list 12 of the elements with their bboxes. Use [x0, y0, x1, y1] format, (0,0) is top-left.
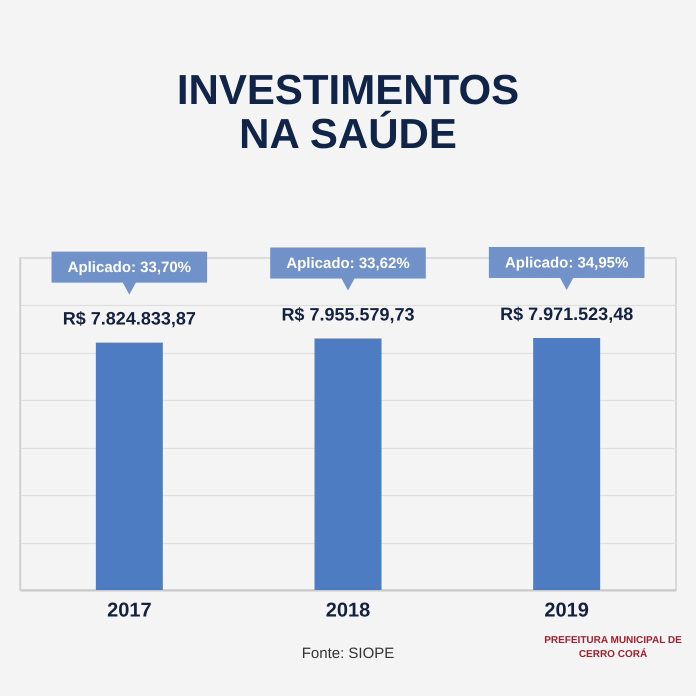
data-label: R$ 7.955.579,73: [281, 304, 415, 324]
data-label: R$ 7.824.833,87: [62, 308, 196, 329]
x-tick-label: 2019: [544, 600, 589, 622]
annotation: Aplicado: 33,70%: [68, 259, 192, 276]
annotation: Aplicado: 33,62%: [286, 254, 410, 272]
x-tick-label: 2018: [326, 600, 370, 622]
source-note: Fonte: SIOPE: [302, 645, 394, 662]
text: PREFEITURA MUNICIPAL DE CERRO CORÁ: [544, 635, 682, 660]
chart-title: INVESTIMENTOS NA SAÚDE: [176, 66, 520, 157]
x-tick-label: 2017: [107, 600, 152, 622]
data-label: R$ 7.971.523,48: [500, 304, 634, 324]
annotation: Aplicado: 34,95%: [504, 254, 628, 272]
